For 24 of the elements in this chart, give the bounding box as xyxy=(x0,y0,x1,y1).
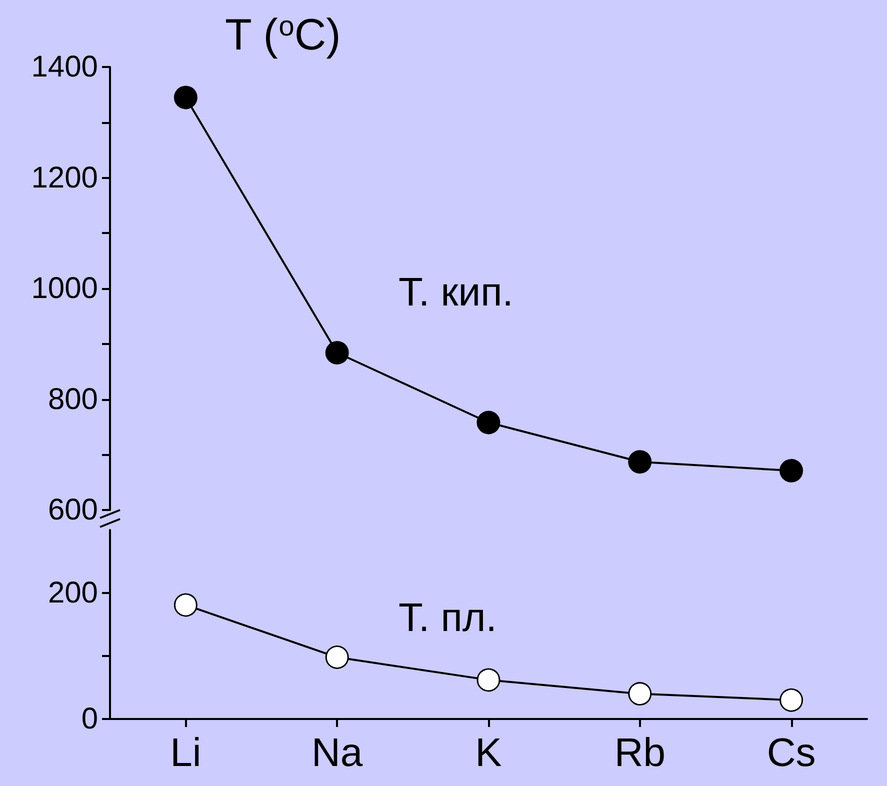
point xyxy=(780,688,804,712)
point xyxy=(476,668,500,692)
x-tick-label: K xyxy=(475,731,502,775)
y-tick-label: 200 xyxy=(48,576,98,610)
point xyxy=(476,410,500,434)
point xyxy=(174,593,198,617)
y-tick-label: 800 xyxy=(48,382,98,416)
point xyxy=(325,340,349,364)
series-label: Т. кип. xyxy=(398,270,514,315)
y-tick-label: 1200 xyxy=(31,161,98,194)
point xyxy=(628,450,652,474)
x-tick-label: Cs xyxy=(766,731,816,775)
point xyxy=(325,646,349,670)
y-tick-label: 1400 xyxy=(31,50,98,84)
y-tick-label: 1000 xyxy=(31,272,98,305)
x-tick-label: Li xyxy=(170,731,202,775)
x-tick-label: Rb xyxy=(614,731,666,775)
y-tick-label: 600 xyxy=(48,494,98,526)
point xyxy=(780,458,804,482)
point xyxy=(628,682,652,706)
series-label: Т. пл. xyxy=(398,596,497,640)
point xyxy=(174,86,198,110)
x-tick-label: Na xyxy=(312,731,364,775)
y-tick-label: 0 xyxy=(81,702,98,736)
